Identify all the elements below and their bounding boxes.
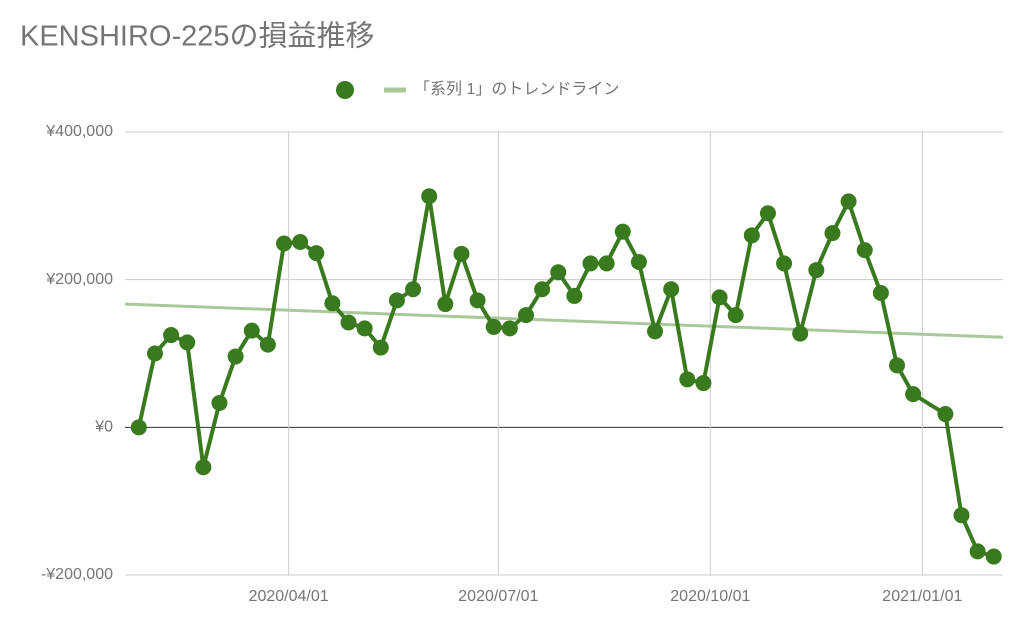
data-point [598,255,615,272]
x-tick-label: 2020/10/01 [670,588,750,605]
data-point [953,507,970,524]
y-tick-label: ¥400,000 [45,123,113,140]
data-point [679,371,696,388]
data-point [469,292,486,309]
data-point [292,234,309,251]
data-point [937,406,954,423]
data-point [776,255,793,272]
data-point [614,223,631,240]
data-point [985,548,1002,565]
data-point [485,318,502,335]
data-point [743,227,760,244]
x-tick-label: 2021/01/01 [882,588,962,605]
data-point [517,307,534,324]
chart-title: KENSHIRO-225の損益推移 [20,20,375,53]
y-tick-label: ¥200,000 [45,271,113,288]
data-point [566,287,583,304]
data-point [969,543,986,560]
data-point [405,281,422,298]
data-point [695,375,712,392]
data-point [453,245,470,262]
data-point [372,339,389,356]
data-point [647,323,664,340]
data-point [824,225,841,242]
trendline [124,302,1004,339]
legend-label: 「系列 1」のトレンドライン [414,80,619,98]
data-point [582,255,599,272]
x-tick-label: 2020/04/01 [249,588,329,605]
data-point [179,334,196,351]
data-point [259,336,276,353]
data-point [792,325,809,342]
data-point [501,320,518,337]
data-point [534,281,551,298]
y-tick-label: ¥0 [94,419,113,436]
data-point [711,289,728,306]
data-point [211,394,228,411]
data-point [872,284,889,301]
data-point [437,296,454,313]
data-point [630,253,647,270]
data-point [808,262,825,279]
data-point [227,348,244,365]
data-point [388,292,405,309]
data-point [243,322,260,339]
data-point [130,419,147,436]
data-point [163,327,180,344]
data-point [727,307,744,324]
data-point [324,295,341,312]
data-point [146,345,163,362]
x-tick-label: 2020/07/01 [458,588,538,605]
data-point [550,264,567,281]
y-tick-label: -¥200,000 [41,566,113,583]
data-point [421,188,438,205]
data-point [276,235,293,252]
data-point [759,205,776,222]
data-point [888,357,905,374]
data-point [340,314,357,331]
legend-marker [336,81,354,99]
data-point [356,320,373,337]
data-point [663,281,680,298]
data-point [856,242,873,259]
data-point [195,459,212,476]
data-point [308,245,325,262]
data-point [840,193,857,210]
data-point [905,386,922,403]
